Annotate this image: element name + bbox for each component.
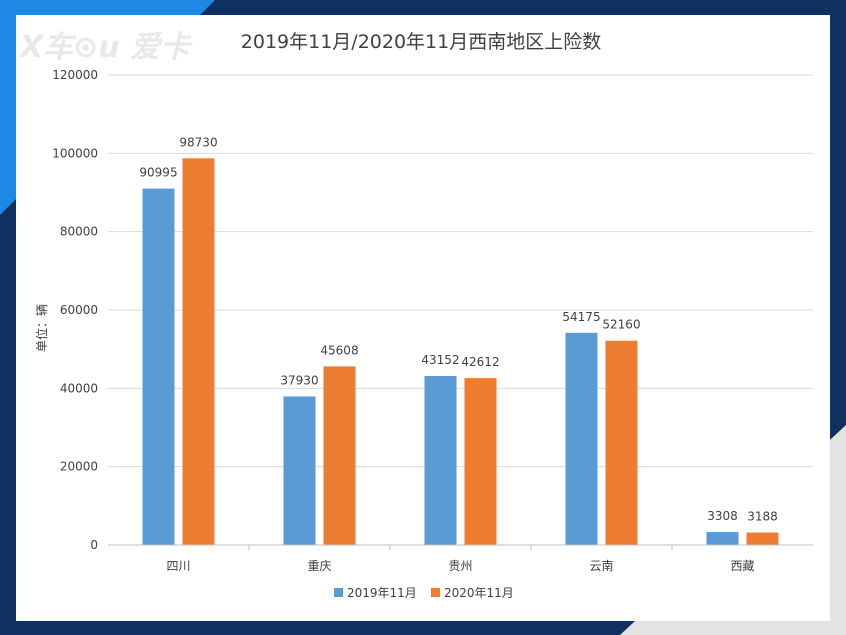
bar (605, 340, 638, 545)
y-tick-labels: 0 20000 40000 60000 80000 100000 120000 (52, 68, 98, 552)
data-label: 98730 (179, 135, 217, 149)
watermark-logo: X车⊙u 爱卡 (18, 30, 193, 65)
data-label: 52160 (602, 318, 640, 332)
bar (565, 332, 598, 545)
y-tick-label: 0 (90, 538, 98, 552)
data-label: 54175 (562, 310, 600, 324)
chart: X车⊙u 爱卡 2019年11月/2020年11月西南地区上险数 单位：辆 0 2… (18, 30, 813, 600)
x-tick-label: 云南 (589, 558, 613, 573)
legend-label: 2019年11月 (347, 586, 417, 600)
y-tick-label: 60000 (60, 303, 98, 317)
data-label: 3188 (747, 510, 778, 524)
bar (182, 158, 215, 545)
chart-panel: X车⊙u 爱卡 2019年11月/2020年11月西南地区上险数 单位：辆 0 2… (16, 15, 830, 621)
bar (746, 532, 779, 545)
data-label: 3308 (707, 509, 738, 523)
data-label: 37930 (280, 373, 318, 387)
y-tick-label: 20000 (60, 460, 98, 474)
legend-swatch (334, 588, 343, 597)
x-tick-label: 西藏 (730, 559, 754, 573)
data-labels: 90995 98730 37930 45608 43152 42612 5417552160… (139, 135, 777, 523)
bar (142, 188, 175, 546)
y-tick-label: 120000 (52, 68, 98, 82)
legend-label: 2020年11月 (444, 586, 514, 600)
legend-swatch (431, 588, 440, 597)
y-tick-label: 100000 (52, 146, 98, 160)
bar (464, 378, 497, 545)
legend: 2019年11月 2020年11月 (334, 586, 514, 600)
y-tick-label: 40000 (60, 381, 98, 395)
bar (706, 532, 739, 545)
bar (424, 375, 457, 545)
chart-title: 2019年11月/2020年11月西南地区上险数 (241, 31, 601, 53)
x-tick-label: 贵州 (448, 559, 472, 573)
x-tick-label: 四川 (166, 559, 190, 573)
data-label: 45608 (320, 343, 358, 357)
data-label: 42612 (461, 355, 499, 369)
x-tick-label: 重庆 (307, 559, 331, 573)
data-label: 90995 (139, 166, 177, 180)
y-tick-label: 80000 (60, 225, 98, 239)
x-axis (108, 544, 813, 550)
y-axis-label: 单位：辆 (34, 304, 49, 352)
watermark-text: X车⊙u 爱卡 (18, 30, 193, 65)
bar (323, 366, 356, 545)
bars (142, 158, 779, 546)
data-label: 43152 (421, 353, 459, 367)
bar (283, 396, 316, 545)
gridlines (108, 74, 813, 468)
x-tick-labels: 四川 重庆 贵州 云南 西藏 (166, 558, 754, 573)
